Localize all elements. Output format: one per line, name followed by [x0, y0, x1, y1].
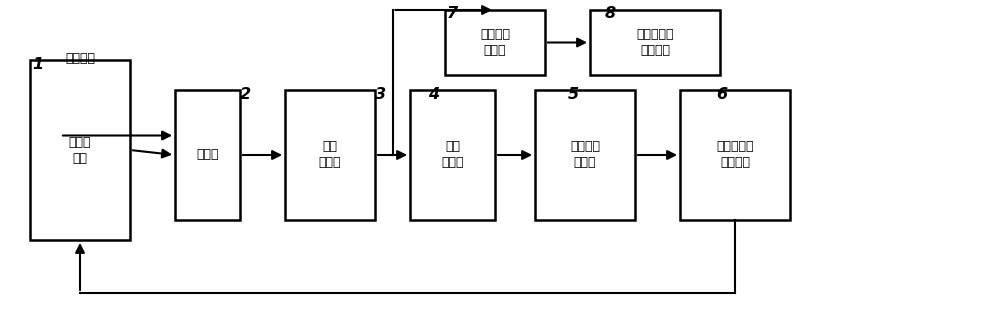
Text: 高速模数
转换器: 高速模数 转换器: [480, 28, 510, 57]
Text: 光电
转换器: 光电 转换器: [319, 141, 341, 169]
Text: 混频器: 混频器: [196, 149, 219, 162]
Text: 1: 1: [32, 57, 43, 72]
Bar: [590, 10, 720, 75]
Text: 6: 6: [716, 87, 727, 102]
Bar: [535, 90, 635, 220]
Bar: [410, 90, 495, 220]
Text: 3: 3: [375, 87, 386, 102]
Text: 输入信号: 输入信号: [65, 52, 95, 65]
Bar: [285, 90, 375, 220]
Text: 低通
滤波器: 低通 滤波器: [441, 141, 464, 169]
Bar: [30, 60, 130, 240]
Text: 高速数字信
号处理器: 高速数字信 号处理器: [636, 28, 674, 57]
Text: 可调谐
光源: 可调谐 光源: [69, 135, 91, 164]
Text: 低速数字信
号处理器: 低速数字信 号处理器: [716, 141, 754, 169]
Text: 2: 2: [240, 87, 251, 102]
Text: 4: 4: [428, 87, 439, 102]
Text: 8: 8: [605, 6, 616, 21]
Text: 低速模数
转换器: 低速模数 转换器: [570, 141, 600, 169]
Bar: [680, 90, 790, 220]
Bar: [445, 10, 545, 75]
Bar: [175, 90, 240, 220]
Text: 5: 5: [568, 87, 579, 102]
Text: 7: 7: [447, 6, 458, 21]
